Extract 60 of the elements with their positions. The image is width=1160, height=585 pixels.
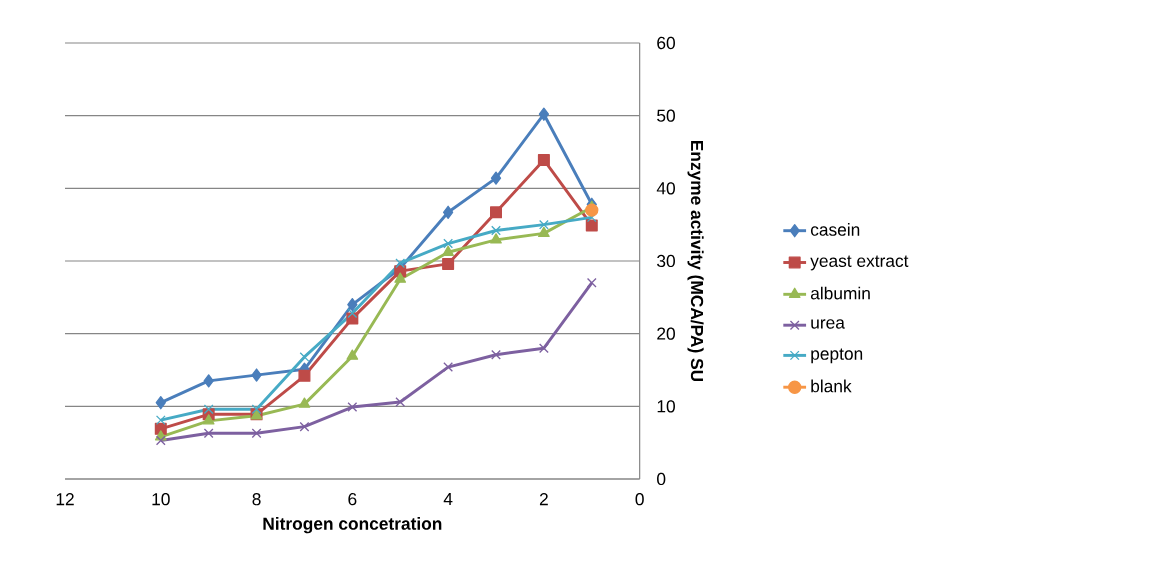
point: [251, 368, 262, 382]
point: [347, 308, 358, 319]
point: [395, 258, 406, 269]
point: [442, 257, 455, 270]
x-tick-label: 0: [635, 493, 644, 506]
legend-label: pepton: [811, 348, 863, 364]
point: [442, 205, 454, 219]
point: [347, 297, 358, 312]
point: [443, 238, 454, 249]
x-tick-label: 4: [443, 493, 453, 505]
point: [490, 206, 502, 219]
point: [155, 435, 166, 446]
point: [586, 277, 597, 288]
y-tick-label: 30: [657, 254, 675, 268]
point: [585, 219, 598, 232]
legend-label: albumin: [810, 286, 870, 300]
point: [394, 272, 407, 283]
x-tick-label: 12: [56, 493, 74, 506]
point: [395, 397, 406, 407]
x-tick-label: 2: [539, 493, 548, 506]
point: [490, 171, 502, 185]
point: [251, 428, 262, 439]
y-tick-label: 50: [657, 109, 675, 122]
y-axis-title: Enzyme activity (MCA/PA) SU: [687, 140, 704, 382]
point: [490, 233, 502, 244]
x-tick-label: 10: [152, 493, 170, 506]
point: [538, 343, 549, 354]
legend-label: urea: [811, 319, 845, 329]
legend-label: casein: [810, 223, 860, 236]
point: [346, 349, 359, 360]
legend-label: blank: [811, 379, 852, 393]
x-tick-label: 8: [252, 493, 261, 506]
point: [491, 349, 501, 360]
point: [251, 404, 262, 415]
point: [298, 369, 311, 382]
x-tick-label: 6: [348, 493, 357, 506]
y-tick-label: 0: [657, 472, 666, 486]
legend-label: yeast extract: [810, 255, 909, 271]
point: [491, 225, 501, 236]
point: [298, 397, 311, 408]
point: [537, 153, 550, 166]
y-tick-label: 40: [656, 182, 675, 195]
x-axis-title: Nitrogen concetration: [263, 517, 442, 534]
point: [585, 203, 599, 217]
point: [202, 414, 215, 425]
point: [203, 428, 214, 439]
point: [203, 374, 214, 388]
point: [538, 219, 549, 230]
point: [203, 404, 214, 415]
point: [299, 421, 310, 432]
point: [347, 402, 358, 412]
point: [538, 107, 550, 121]
point: [442, 245, 454, 256]
point: [538, 226, 550, 238]
point: [155, 415, 166, 426]
y-tick-label: 10: [657, 400, 675, 413]
point: [155, 396, 166, 410]
point: [443, 362, 454, 372]
y-tick-label: 60: [657, 36, 675, 50]
y-tick-label: 20: [657, 327, 675, 340]
